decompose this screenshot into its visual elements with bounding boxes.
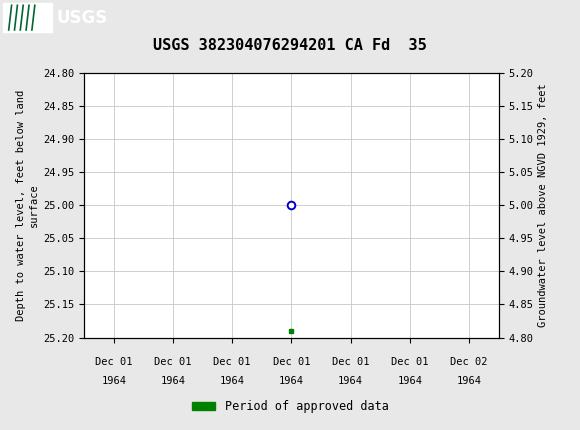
Text: Dec 01: Dec 01 xyxy=(154,357,192,367)
Text: Dec 02: Dec 02 xyxy=(451,357,488,367)
Text: 1964: 1964 xyxy=(397,376,422,386)
Text: 1964: 1964 xyxy=(161,376,186,386)
Text: USGS 382304076294201 CA Fd  35: USGS 382304076294201 CA Fd 35 xyxy=(153,38,427,52)
Text: 1964: 1964 xyxy=(102,376,126,386)
Text: Dec 01: Dec 01 xyxy=(273,357,310,367)
Text: Dec 01: Dec 01 xyxy=(213,357,251,367)
Text: 1964: 1964 xyxy=(456,376,481,386)
FancyBboxPatch shape xyxy=(3,3,52,32)
Y-axis label: Groundwater level above NGVD 1929, feet: Groundwater level above NGVD 1929, feet xyxy=(538,83,548,327)
Text: Dec 01: Dec 01 xyxy=(332,357,369,367)
Text: Dec 01: Dec 01 xyxy=(391,357,429,367)
Y-axis label: Depth to water level, feet below land
surface: Depth to water level, feet below land su… xyxy=(16,90,39,321)
Text: USGS: USGS xyxy=(57,9,108,27)
Text: 1964: 1964 xyxy=(279,376,304,386)
Legend: Period of approved data: Period of approved data xyxy=(187,395,393,418)
Text: 1964: 1964 xyxy=(338,376,363,386)
Text: 1964: 1964 xyxy=(220,376,245,386)
Text: Dec 01: Dec 01 xyxy=(95,357,132,367)
